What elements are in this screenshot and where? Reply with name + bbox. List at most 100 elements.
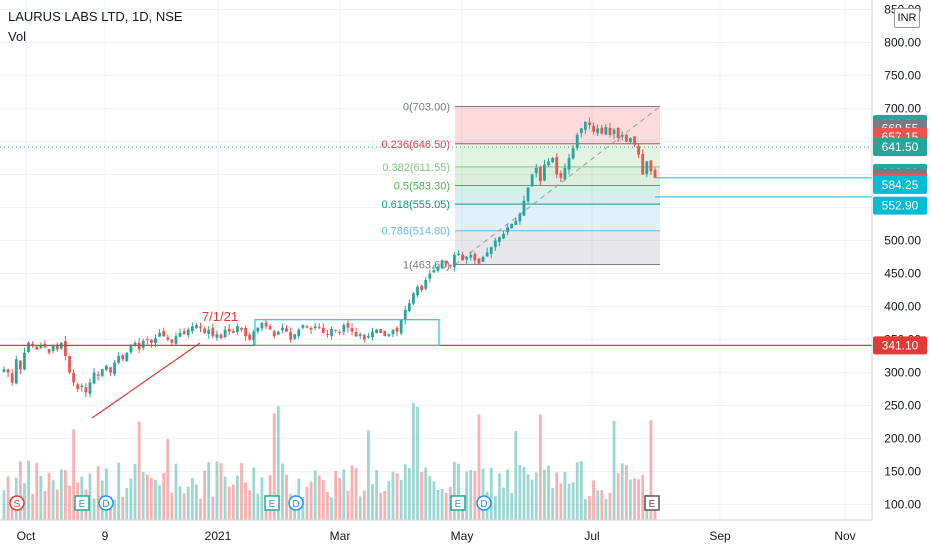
volume-bar — [387, 481, 391, 520]
candle-body — [162, 330, 166, 337]
candle-body — [125, 352, 129, 361]
candle-body — [493, 240, 497, 248]
time-tick-label: Sep — [709, 529, 731, 543]
candle-body — [252, 331, 256, 341]
candle-body — [170, 339, 174, 343]
earnings-marker — [264, 495, 280, 511]
candle-body — [534, 167, 538, 174]
volume-bar — [252, 467, 256, 520]
price-axis[interactable]: 850.00800.00750.00700.00650.00600.00550.… — [871, 0, 921, 520]
candle-body — [342, 324, 346, 332]
candle-body — [195, 324, 198, 328]
volume-bar — [493, 496, 497, 520]
earnings-marker — [74, 495, 90, 511]
event-marker-label: E — [269, 499, 276, 510]
volume-bar — [551, 488, 555, 520]
candle-body — [260, 323, 264, 329]
price-tag-label: 341.10 — [882, 338, 919, 352]
price-tick-label: 750.00 — [884, 69, 921, 83]
candle-body — [424, 280, 428, 289]
volume-bar — [162, 472, 166, 520]
earnings-marker — [644, 495, 660, 511]
candle-body — [317, 327, 321, 329]
time-tick-label: 2021 — [205, 529, 232, 543]
volume-bar — [174, 463, 178, 520]
candle-body — [244, 327, 247, 337]
volume-bar — [244, 482, 247, 520]
candle-body — [186, 329, 190, 336]
event-marker-label: E — [455, 499, 462, 510]
candle-body — [543, 164, 546, 181]
volume-bar — [215, 461, 219, 520]
volume-bar — [596, 490, 600, 520]
volume-bar — [133, 464, 137, 520]
volume-bar — [305, 486, 309, 520]
event-marker-label: D — [480, 499, 487, 510]
volume-bar — [538, 414, 542, 520]
volume-bar — [502, 487, 505, 520]
time-axis[interactable]: Oct 9 2021 Mar May Jul Sep Nov — [0, 519, 872, 543]
volume-bar — [121, 496, 125, 520]
volume-bar — [403, 464, 407, 520]
candle-body — [182, 331, 186, 335]
candle-body — [407, 303, 411, 312]
volume-bar — [43, 491, 47, 520]
candle-body — [281, 327, 284, 331]
candle-body — [207, 329, 211, 334]
volume-bar — [518, 465, 522, 520]
volume-bar — [231, 484, 235, 520]
volume-bar — [612, 420, 616, 520]
event-marker-label: D — [292, 499, 299, 510]
candle-body — [80, 385, 84, 388]
candle-body — [149, 339, 153, 343]
candle-body — [395, 327, 399, 332]
candle-body — [199, 326, 202, 328]
candle-body — [227, 328, 231, 332]
price-tick-label: 100.00 — [884, 498, 921, 512]
candle-body — [27, 342, 30, 353]
volume-bar — [510, 492, 514, 520]
volume-bar — [473, 470, 477, 520]
candle-body — [76, 384, 80, 389]
volume-bar — [469, 469, 473, 520]
price-tag — [873, 196, 927, 215]
volume-bar — [629, 479, 632, 520]
volume-bar — [235, 475, 239, 520]
candle-body — [141, 340, 145, 348]
candle-body — [633, 136, 636, 145]
volume-bar — [334, 471, 338, 520]
candle-body — [518, 214, 522, 222]
candle-body — [137, 342, 141, 350]
candle-body — [84, 387, 88, 393]
candle-body — [608, 127, 612, 135]
volume-bar — [88, 473, 92, 520]
volume-bar — [317, 475, 321, 520]
volume-bar — [248, 490, 252, 520]
volume-bar — [620, 463, 624, 520]
volume-bar — [534, 472, 538, 520]
candle-body — [383, 330, 387, 337]
candle-body — [600, 127, 604, 134]
candle-body — [223, 329, 227, 338]
volume-bar — [354, 468, 358, 520]
event-marker-label: E — [79, 499, 86, 510]
volume-bar — [641, 474, 645, 520]
currency-badge[interactable]: INR — [894, 8, 920, 28]
candle-body — [444, 260, 448, 264]
volume-bar — [6, 476, 10, 520]
candlesticks — [2, 117, 657, 398]
candle-body — [375, 329, 378, 334]
candle-body — [649, 160, 653, 172]
candle-body — [510, 224, 514, 229]
candle-body — [117, 356, 121, 363]
volume-bar — [608, 492, 612, 520]
volume-bar — [199, 498, 202, 520]
volume-bars — [2, 403, 657, 520]
volume-bar — [35, 462, 39, 520]
candle-body — [113, 362, 116, 375]
volume-bar — [477, 414, 481, 520]
volume-bar — [272, 413, 276, 520]
volume-bar — [313, 470, 317, 520]
volume-bar — [395, 473, 399, 520]
